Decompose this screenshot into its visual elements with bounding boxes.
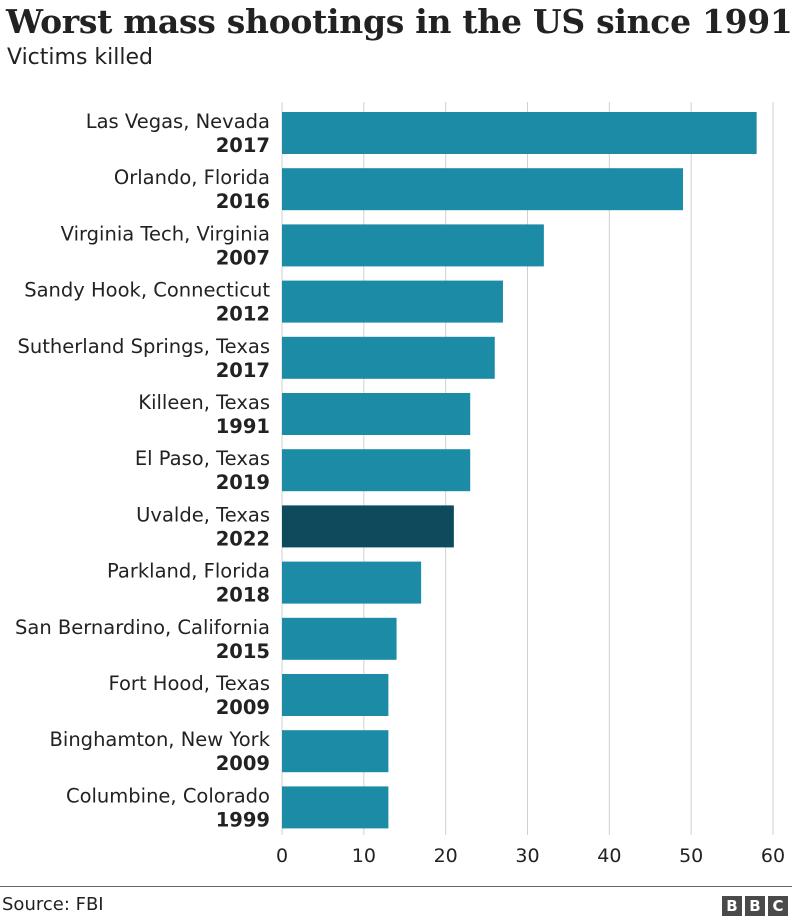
chart-title: Worst mass shootings in the US since 199… — [6, 2, 792, 41]
category-year: 2009 — [216, 696, 270, 719]
bar — [282, 505, 454, 548]
category-year: 2015 — [216, 640, 270, 663]
bar — [282, 730, 389, 773]
bar — [282, 449, 471, 492]
x-tick-label: 10 — [352, 845, 376, 867]
category-year: 2009 — [216, 752, 270, 775]
footer-divider — [0, 886, 792, 887]
bar — [282, 561, 422, 604]
category-label: Virginia Tech, Virginia — [61, 222, 270, 245]
bar — [282, 168, 683, 211]
category-year: 2017 — [216, 134, 270, 157]
bar — [282, 786, 389, 829]
category-label: Las Vegas, Nevada — [86, 110, 270, 133]
category-year: 1999 — [216, 808, 270, 831]
category-year: 2016 — [216, 190, 270, 213]
x-tick-label: 20 — [434, 845, 458, 867]
category-year: 2007 — [216, 246, 270, 269]
category-label: Columbine, Colorado — [66, 784, 270, 807]
category-year: 2017 — [216, 359, 270, 382]
bar — [282, 112, 757, 154]
bar — [282, 336, 495, 379]
x-tick-label: 60 — [761, 845, 785, 867]
x-tick-label: 40 — [597, 845, 621, 867]
category-year: 2018 — [216, 584, 270, 607]
source-note: Source: FBI — [2, 894, 104, 915]
bbc-logo: B B C — [722, 896, 788, 916]
category-label: Uvalde, Texas — [136, 503, 270, 526]
bar — [282, 617, 397, 660]
category-label: Orlando, Florida — [114, 166, 270, 189]
category-label: Parkland, Florida — [107, 560, 270, 583]
category-year: 2022 — [216, 527, 270, 550]
x-tick-label: 50 — [679, 845, 703, 867]
x-tick-label: 0 — [276, 845, 288, 867]
x-tick-label: 30 — [515, 845, 539, 867]
bar — [282, 224, 544, 267]
category-year: 2019 — [216, 471, 270, 494]
category-label: Fort Hood, Texas — [108, 672, 270, 695]
category-label: Killeen, Texas — [138, 391, 270, 414]
logo-letter: B — [722, 896, 742, 916]
chart-subtitle: Victims killed — [7, 45, 153, 70]
category-label: Sandy Hook, Connecticut — [24, 279, 270, 302]
category-label: Sutherland Springs, Texas — [18, 335, 270, 358]
category-year: 2012 — [216, 303, 270, 326]
bar — [282, 393, 471, 435]
bar — [282, 280, 503, 323]
category-label: San Bernardino, California — [15, 616, 270, 639]
category-label: Binghamton, New York — [50, 728, 271, 751]
category-year: 1991 — [216, 415, 270, 438]
logo-letter: C — [768, 896, 788, 916]
logo-letter: B — [745, 896, 765, 916]
category-label: El Paso, Texas — [135, 447, 270, 470]
bar — [282, 674, 389, 716]
